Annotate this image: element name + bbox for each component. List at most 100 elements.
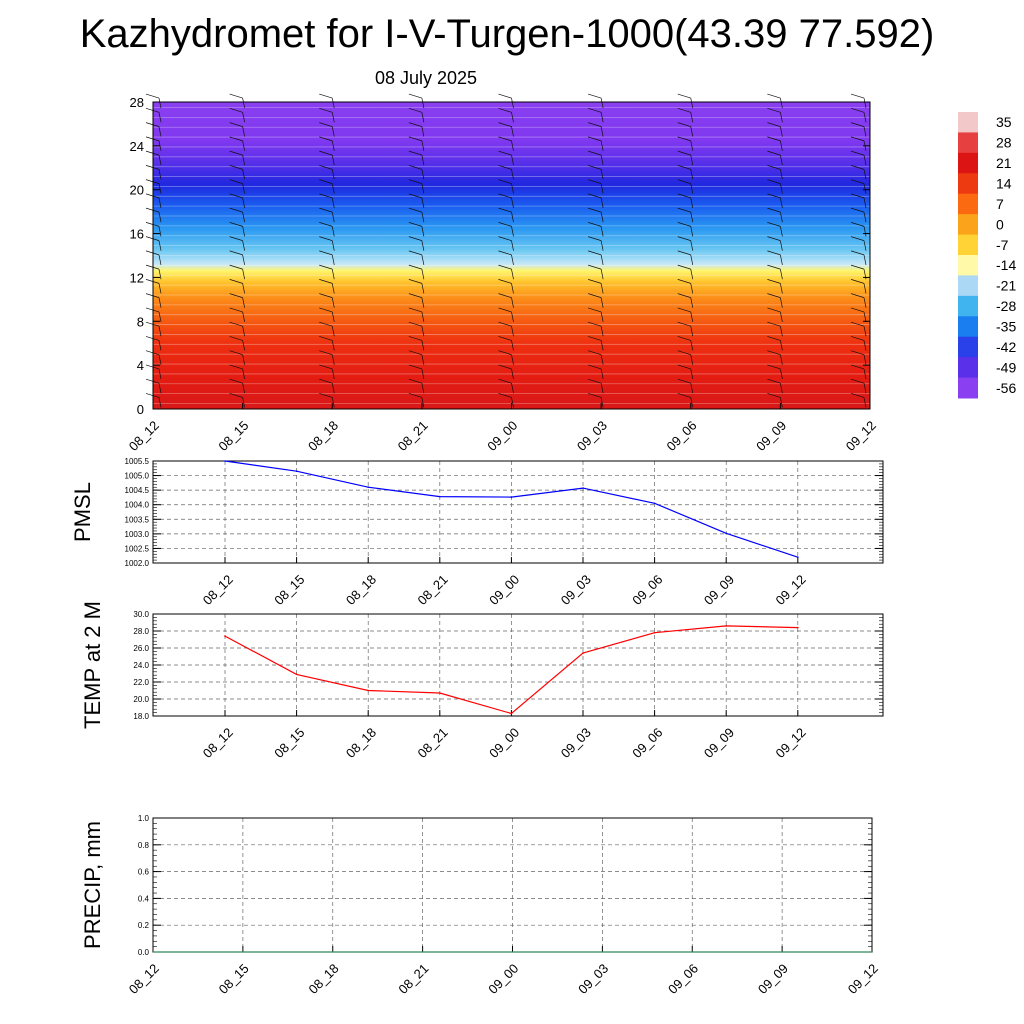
wind-barb-flag [229, 336, 243, 341]
wind-barb [690, 112, 694, 123]
wind-barb-flag [850, 264, 865, 270]
wind-barb [511, 311, 514, 322]
wind-barb [158, 112, 162, 123]
wind-barb [158, 98, 162, 109]
wind-barb-flag [229, 136, 243, 142]
wind-barb-flag [229, 264, 243, 270]
wind-barb-flag [319, 179, 333, 184]
heatmap-y-tick-label: 28 [130, 95, 144, 110]
colorbar-label: -21 [996, 278, 1016, 294]
wind-barb-flag [677, 93, 691, 99]
wind-barb-flag [498, 307, 512, 313]
wind-barb [690, 326, 694, 337]
y-tick-label: 1003.0 [125, 530, 150, 539]
wind-barb-flag [850, 207, 865, 213]
wind-barb-flag [677, 350, 691, 355]
x-tick-label: 09_00 [485, 961, 521, 997]
wind-barb-flag [677, 307, 691, 313]
wind-barb [511, 368, 514, 379]
wind-barb-flag [850, 350, 865, 355]
wind-barb-flag [767, 207, 781, 213]
y-tick-label: 24.0 [133, 661, 149, 670]
wind-barb-flag [677, 122, 691, 127]
wind-barb-flag [850, 321, 865, 327]
colorbar-label: -7 [996, 237, 1009, 253]
wind-barb [863, 326, 867, 337]
colorbar-label: 35 [996, 114, 1012, 130]
wind-barb-flag [767, 250, 781, 256]
heatmap-x-tick-label: 08_12 [126, 418, 162, 454]
wind-barb [690, 140, 694, 151]
wind-barb [158, 212, 162, 223]
y-tick-label: 1.0 [138, 814, 150, 823]
colorbar: 35 28 21 14 7 0 -7 -14 -21 -28 -35 -42 -49 -56 [958, 112, 1016, 399]
wind-barb [600, 269, 604, 280]
wind-barb-flag [319, 122, 333, 127]
wind-barb-flag [588, 321, 602, 327]
wind-barb-flag [677, 293, 691, 298]
wind-barb-flag [677, 108, 691, 113]
wind-barb [421, 326, 425, 337]
x-tick-label: 08_15 [271, 725, 307, 761]
wind-barb [863, 368, 867, 379]
y-tick-label: 28.0 [133, 627, 149, 636]
wind-barb-flag [319, 207, 333, 213]
wind-barb [421, 226, 425, 237]
wind-barb-flag [408, 122, 422, 127]
y-tick-label: 1003.5 [125, 515, 150, 524]
heatmap-x-tick-label: 08_15 [215, 418, 251, 454]
wind-barb [242, 326, 245, 337]
wind-barb [780, 169, 783, 180]
pmsl-panel: 1002.0 1002.5 1003.0 1003.5 1004.0 1004.5 1005… [70, 457, 884, 608]
wind-barb-flag [498, 336, 512, 341]
data-point [295, 470, 298, 473]
wind-barb [600, 326, 604, 337]
wind-barb [690, 98, 694, 109]
colorbar-label: -42 [996, 339, 1016, 355]
colorbar-swatch [958, 275, 978, 297]
x-tick-label: 08_18 [305, 961, 341, 997]
wind-barbs [145, 93, 867, 408]
heatmap-x-tick-label: 09_12 [843, 418, 879, 454]
colorbar-swatch [958, 234, 978, 256]
wind-barb [863, 383, 867, 394]
wind-barb-flag [677, 165, 691, 170]
wind-barb-flag [498, 279, 512, 284]
colorbar-swatch [958, 336, 978, 358]
wind-barb-flag [319, 93, 333, 99]
wind-barb [421, 311, 425, 322]
wind-barb [158, 226, 162, 237]
wind-barb-flag [408, 264, 422, 270]
wind-barb [600, 240, 604, 251]
wind-barb [242, 354, 245, 365]
wind-barb-flag [498, 393, 512, 398]
heatmap-x-tick-label: 09_03 [574, 418, 610, 454]
wind-barb [242, 397, 245, 408]
wind-barb [690, 354, 694, 365]
wind-barb [158, 197, 162, 208]
wind-barb [421, 98, 425, 109]
wind-barb-flag [498, 108, 512, 113]
heatmap-y-tick-label: 4 [137, 358, 144, 373]
wind-barb-flag [588, 307, 602, 313]
y-tick-label: 0.2 [138, 921, 150, 930]
x-tick-label: 09_09 [701, 572, 737, 608]
wind-barb [863, 197, 867, 208]
wind-barb-flag [850, 108, 865, 113]
y-tick-label: 20.0 [133, 695, 149, 704]
y-tick-label: 0.4 [138, 894, 150, 903]
wind-barb [600, 340, 604, 351]
wind-barb [242, 283, 245, 294]
wind-barb [780, 155, 783, 166]
wind-barb-flag [850, 336, 865, 341]
wind-barb-flag [588, 250, 602, 256]
contour-lines [153, 107, 870, 404]
wind-barb-flag [229, 279, 243, 284]
wind-barb-flag [408, 179, 422, 184]
heatmap-x-tick-label: 08_18 [305, 418, 341, 454]
wind-barb [600, 98, 604, 109]
wind-barb [863, 354, 867, 365]
wind-barb-flag [229, 393, 243, 398]
wind-barb-flag [588, 193, 602, 199]
